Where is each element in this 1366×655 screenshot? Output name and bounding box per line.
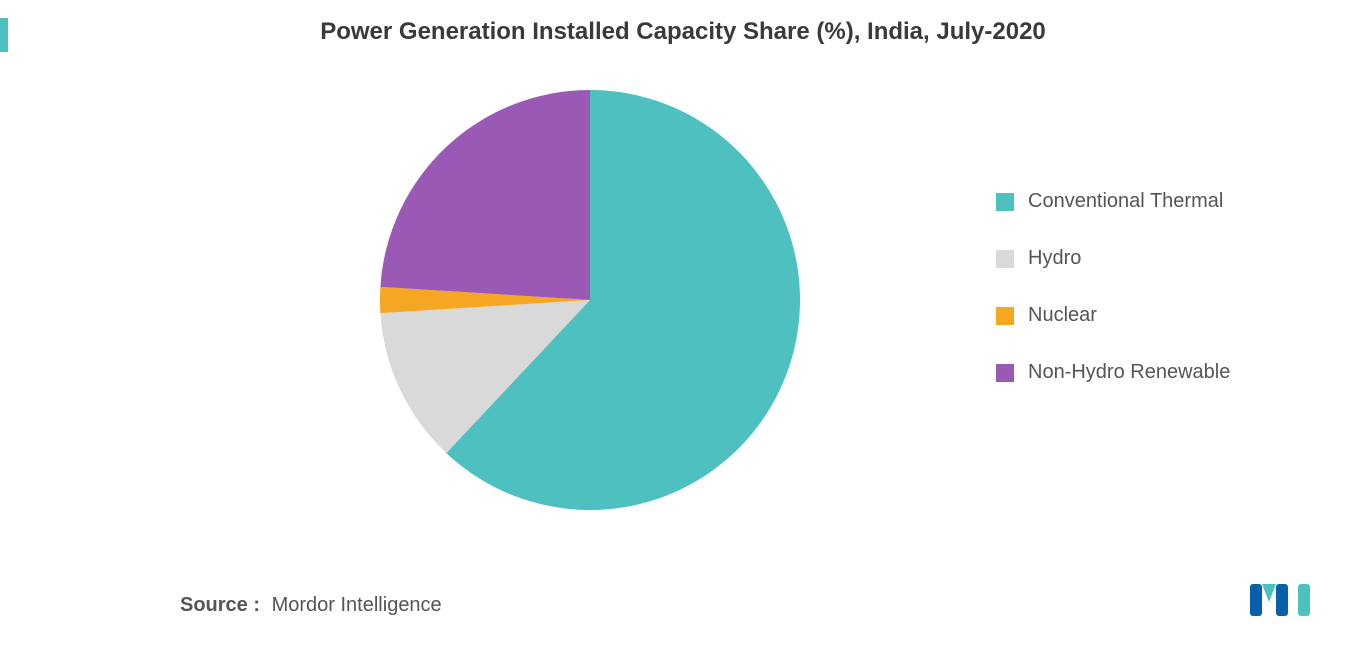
pie-slice: [380, 90, 590, 300]
chart-container: Power Generation Installed Capacity Shar…: [0, 0, 1366, 655]
brand-logo: [1246, 578, 1316, 627]
legend-swatch: [996, 250, 1014, 268]
source-footer: Source : Mordor Intelligence: [180, 594, 442, 617]
legend-label: Hydro: [1028, 247, 1081, 270]
source-value: Mordor Intelligence: [272, 594, 442, 616]
legend-swatch: [996, 307, 1014, 325]
legend-item: Conventional Thermal: [996, 190, 1296, 213]
chart-title: Power Generation Installed Capacity Shar…: [0, 18, 1366, 46]
legend-item: Hydro: [996, 247, 1296, 270]
legend-swatch: [996, 364, 1014, 382]
source-label: Source :: [180, 594, 260, 616]
legend-item: Non-Hydro Renewable: [996, 361, 1296, 384]
legend-item: Nuclear: [996, 304, 1296, 327]
chart-area: Conventional Thermal Hydro Nuclear Non-Hydr…: [0, 70, 1366, 540]
legend-label: Nuclear: [1028, 304, 1097, 327]
pie-chart: [380, 90, 800, 510]
legend-label: Non-Hydro Renewable: [1028, 361, 1230, 384]
legend-swatch: [996, 193, 1014, 211]
legend: Conventional Thermal Hydro Nuclear Non-Hydr…: [996, 190, 1296, 418]
legend-label: Conventional Thermal: [1028, 190, 1223, 213]
